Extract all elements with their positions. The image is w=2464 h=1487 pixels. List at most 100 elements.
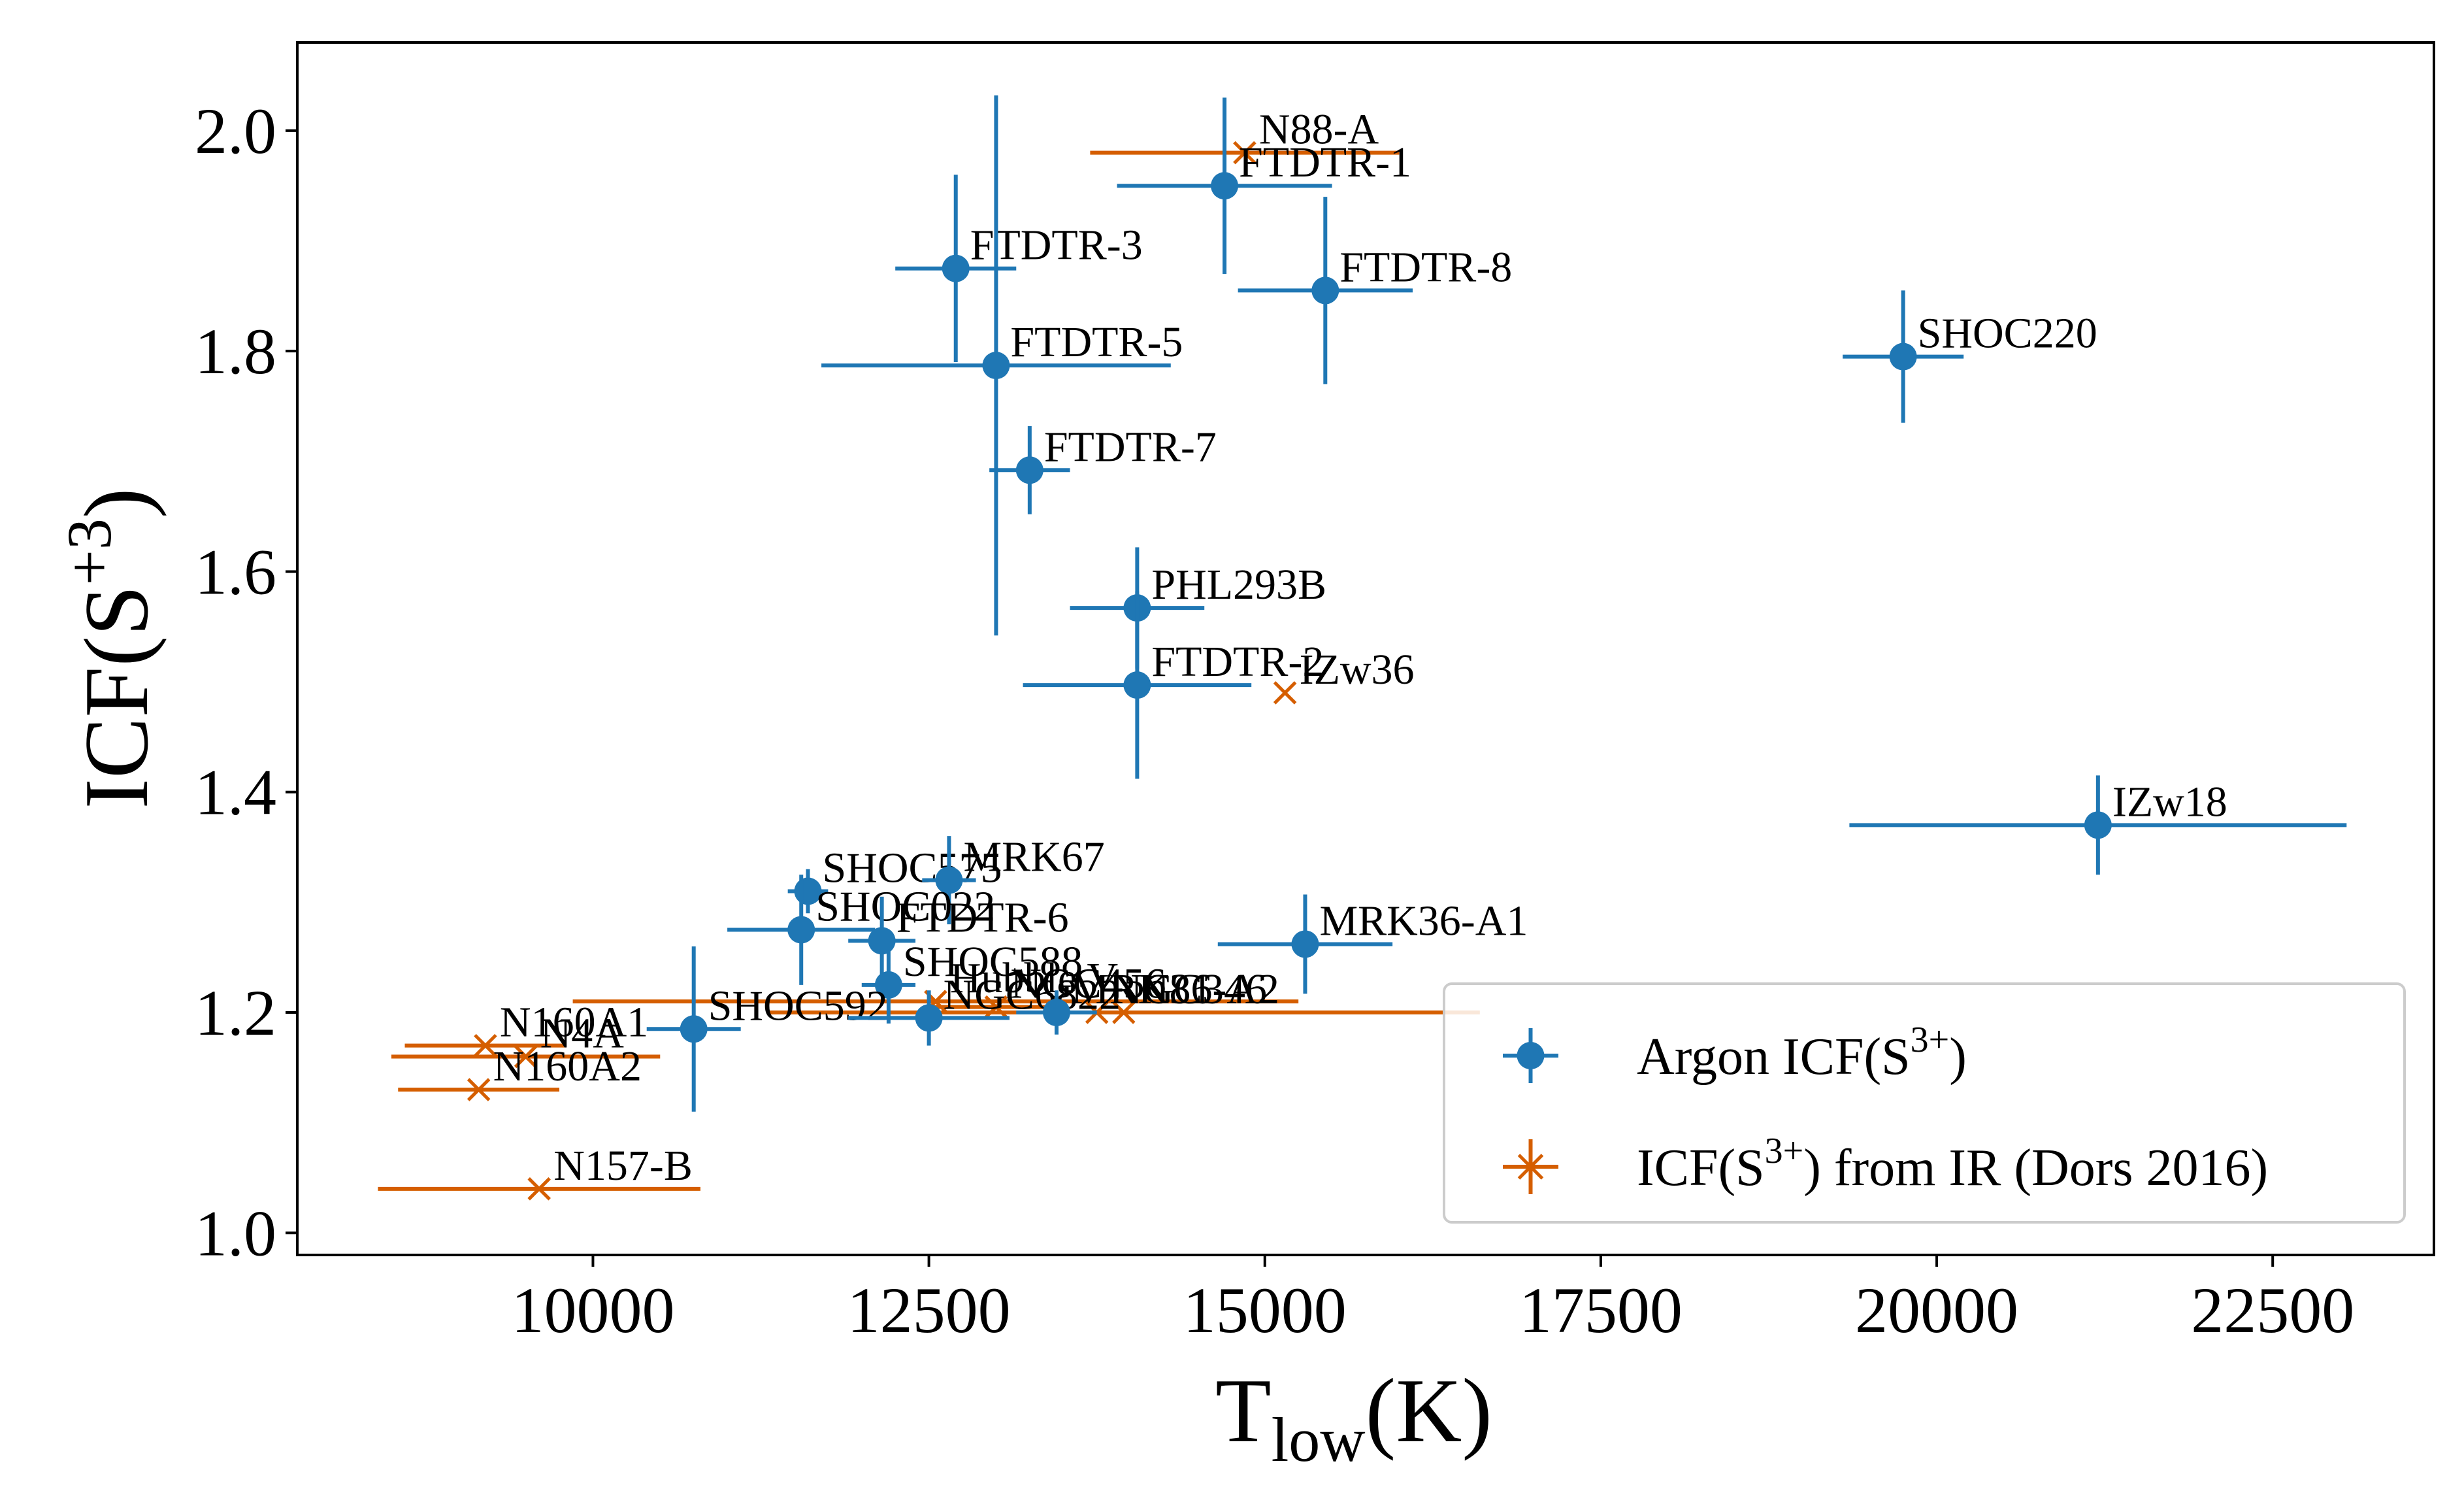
- argon-marker: [787, 916, 815, 944]
- argon-marker: [874, 971, 902, 999]
- argon-marker: [1123, 671, 1151, 699]
- ir-point: N4A: [391, 1009, 661, 1069]
- point-label: SHOC588: [903, 938, 1083, 986]
- ir-point: NGC456: [928, 960, 1166, 1019]
- legend-box: [1443, 982, 2406, 1224]
- argon-marker: [1015, 456, 1043, 484]
- ir-point: N88-A: [1090, 106, 1400, 165]
- argon-marker: [2084, 811, 2112, 839]
- legend-entry-ir-text: ICF(S: [1637, 1139, 1765, 1197]
- y-axis-ticks: 1.0 1.2 1.4 1.6 1.8 2.0: [195, 95, 297, 1269]
- argon-point: FTDTR-8: [1238, 197, 1512, 384]
- ir-marker: [514, 1044, 538, 1069]
- point-label: FTDTR-3: [970, 222, 1143, 269]
- point-label: PHL293B: [1151, 561, 1326, 609]
- point-label: N81: [1138, 965, 1213, 1013]
- point-label: FTDTR-1: [1239, 139, 1411, 186]
- y-axis-title-sup: +3: [54, 518, 124, 585]
- x-tick-label: 17500: [1519, 1274, 1683, 1346]
- point-label: Hubble V: [950, 954, 1118, 1002]
- y-axis-title: ICF(S+3): [54, 488, 167, 809]
- point-label: N160A2: [493, 1043, 642, 1090]
- point-label: FTDTR-6: [896, 894, 1069, 941]
- argon-point: FTDTR-5: [821, 95, 1183, 636]
- ir-point: IZw36: [1273, 646, 1415, 705]
- argon-point: FTDTR-3: [895, 175, 1143, 363]
- argon-marker: [1211, 172, 1239, 200]
- point-label: N88-A: [1259, 106, 1379, 154]
- argon-marker: [915, 1004, 943, 1032]
- ir-point: N160A2: [398, 1043, 642, 1101]
- argon-marker: [1889, 343, 1917, 371]
- argon-marker: [868, 927, 896, 955]
- x-axis-ticks: 10000 12500 15000 17500 20000 22500: [511, 1255, 2354, 1346]
- point-label: MRK36-A1: [1319, 897, 1528, 944]
- ir-point: Hubble V: [572, 954, 1299, 1013]
- legend-entry-ir-sup: 3+: [1765, 1131, 1804, 1171]
- argon-point: MRK36-A2: [1016, 965, 1279, 1035]
- x-axis-title-suffix: (K): [1366, 1360, 1492, 1462]
- ir-point: N160A1: [404, 999, 648, 1058]
- legend-entry-ir-suffix: ) from IR (Dors 2016): [1803, 1139, 2268, 1197]
- ir-marker: [467, 1078, 491, 1101]
- point-label: IZw36: [1300, 646, 1415, 693]
- point-label: SHOC575: [823, 844, 1002, 892]
- x-tick-label: 15000: [1183, 1274, 1347, 1346]
- y-axis-title-main: ICF(S: [66, 585, 167, 809]
- point-label: SHOC022: [815, 883, 995, 931]
- argon-marker: [1291, 930, 1319, 958]
- ir-marker: [474, 1033, 497, 1058]
- legend-entry-argon-sup: 3+: [1911, 1020, 1950, 1060]
- legend-entry-argon: Argon ICF(S3+): [1637, 1020, 1967, 1086]
- y-tick-label: 1.2: [195, 977, 276, 1049]
- point-label: FTDTR-7: [1044, 423, 1217, 471]
- plot-frame: [296, 41, 2435, 1256]
- argon-marker: [1311, 276, 1339, 305]
- ir-marker: [1233, 141, 1257, 165]
- argon-point: FTDTR-7: [989, 423, 1217, 514]
- point-label: MRK36-A2: [1071, 965, 1279, 1013]
- argon-point: IZw18: [1849, 775, 2347, 875]
- argon-point: MRK67: [922, 833, 1105, 925]
- ir-marker: [527, 1177, 551, 1201]
- argon-point: SHOC575: [787, 844, 1002, 914]
- legend-marker-argon: [1503, 1028, 1558, 1083]
- y-tick-label: 1.6: [195, 535, 276, 608]
- argon-point: SHOC588: [861, 938, 1083, 1024]
- x-tick-label: 22500: [2191, 1274, 2354, 1346]
- point-label: NGC346: [1111, 965, 1267, 1013]
- legend-entry-argon-suffix: ): [1949, 1028, 1967, 1086]
- x-tick-label: 12500: [847, 1274, 1011, 1346]
- x-axis-title-sub: low: [1272, 1405, 1366, 1475]
- point-label: SHOC220: [1918, 310, 2097, 358]
- y-axis-title-suffix: ): [66, 488, 167, 518]
- y-tick-label: 1.8: [195, 315, 276, 388]
- argon-point: MRK36-A1: [1217, 894, 1528, 994]
- x-tick-label: 10000: [511, 1274, 674, 1346]
- point-label: NGC456: [1010, 960, 1166, 1008]
- argon-marker: [982, 352, 1010, 380]
- y-tick-label: 1.4: [195, 756, 276, 829]
- legend-argon-symbol: [1517, 1042, 1545, 1069]
- x-axis-title: Tlow(K): [1215, 1360, 1492, 1475]
- point-label: N4A: [540, 1009, 625, 1057]
- ir-marker: [1273, 681, 1297, 705]
- x-axis-title-main: T: [1215, 1360, 1272, 1462]
- point-label: FTDTR-2: [1151, 638, 1324, 686]
- x-tick-label: 20000: [1855, 1274, 2018, 1346]
- point-label: N160A1: [500, 999, 648, 1046]
- legend: Argon ICF(S3+) ICF(S3+) from IR (Dors 20…: [1443, 982, 2406, 1224]
- point-label: MRK67: [963, 833, 1104, 881]
- argon-point: FTDTR-2: [1023, 591, 1324, 779]
- legend-entry-argon-text: Argon ICF(S: [1637, 1028, 1911, 1086]
- legend-entry-ir: ICF(S3+) from IR (Dors 2016): [1637, 1131, 2268, 1197]
- argon-marker: [680, 1015, 708, 1043]
- ir-marker: [1112, 1001, 1136, 1024]
- argon-marker: [1042, 999, 1070, 1026]
- point-label: SHOC592: [708, 982, 888, 1029]
- argon-point: SHOC220: [1843, 290, 2097, 423]
- y-tick-label: 2.0: [195, 95, 276, 167]
- argon-point: SHOC022: [727, 875, 995, 985]
